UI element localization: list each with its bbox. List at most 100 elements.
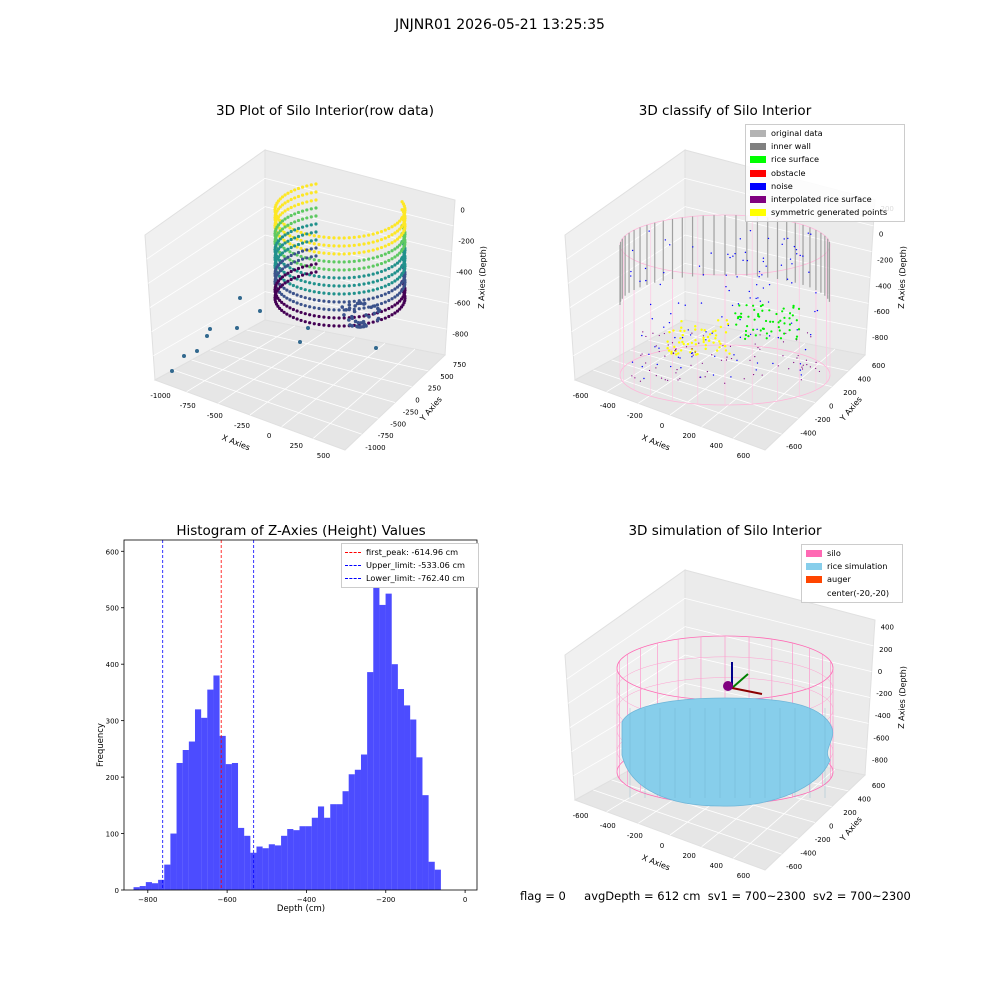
scatter-point (299, 255, 302, 258)
legend-entry: center(-20,-20) (806, 587, 898, 600)
scatter-point (367, 234, 370, 237)
scatter-point (290, 270, 293, 273)
histogram-bar (386, 594, 392, 890)
noise-point (705, 339, 706, 340)
noise-point (790, 258, 791, 259)
scatter-point (283, 233, 286, 236)
y-tick-label: 0 (829, 823, 833, 831)
noise-point (817, 310, 818, 311)
scatter-point (353, 292, 356, 295)
symmetric-point (718, 346, 720, 348)
legend-label: obstacle (771, 168, 806, 178)
scatter-point (348, 268, 351, 271)
scatter-point (384, 316, 387, 319)
interpolated-point (778, 365, 779, 366)
symmetric-point (704, 329, 706, 331)
interpolated-point (806, 364, 807, 365)
scatter-point (308, 281, 311, 284)
histogram-bar (183, 750, 189, 890)
scatter-point (297, 227, 300, 230)
noise-point (663, 272, 664, 273)
scatter-point (393, 279, 396, 282)
scatter-point (283, 217, 286, 220)
scatter-point (283, 193, 286, 196)
x-tick-label: -400 (600, 402, 616, 410)
scatter-point (387, 243, 390, 246)
scatter-point (327, 252, 330, 255)
scatter-point (327, 284, 330, 287)
noise-point (757, 362, 758, 363)
scatter-point (281, 227, 284, 230)
scatter-point (314, 270, 317, 273)
scatter-point (384, 300, 387, 303)
scatter-point (348, 276, 351, 279)
scatter-point (283, 209, 286, 212)
rice-surface-point (789, 329, 791, 331)
noise-point (692, 246, 693, 247)
scatter-point (387, 227, 390, 230)
noise-point (652, 318, 653, 319)
x-tick-label: 250 (290, 442, 303, 450)
symmetric-point (712, 341, 714, 343)
scatter-point (281, 243, 284, 246)
scatter-point (290, 262, 293, 265)
scatter-point (304, 304, 307, 307)
scatter-point (314, 262, 317, 265)
scatter-point (322, 292, 325, 295)
histogram-bar (404, 705, 410, 890)
histogram-legend: first_peak: -614.96 cm Upper_limit: -533.… (341, 543, 479, 588)
scatter-point (343, 276, 346, 279)
scatter-point (372, 232, 375, 235)
noise-point (732, 255, 733, 256)
rice-surface-point (760, 329, 762, 331)
legend-label: Upper_limit: -533.06 cm (366, 560, 465, 570)
scatter-point (322, 324, 325, 327)
histogram-bar (422, 795, 428, 890)
rice-surface-point (796, 319, 798, 321)
symmetric-point (695, 353, 697, 355)
scatter-point (235, 326, 239, 330)
scatter-point (310, 183, 313, 186)
noise-point (701, 302, 702, 303)
y-tick-label: -750 (378, 432, 394, 440)
histogram-bar (373, 585, 379, 890)
scatter-point (304, 320, 307, 323)
scatter-point (322, 308, 325, 311)
scatter-point (367, 282, 370, 285)
scatter-point (337, 268, 340, 271)
noise-point (800, 255, 801, 256)
legend-swatch (750, 143, 766, 150)
legend-swatch (806, 563, 822, 570)
noise-point (734, 253, 735, 254)
scatter-point (286, 232, 289, 235)
symmetric-point (683, 330, 685, 332)
symmetric-point (708, 339, 710, 341)
scatter-point (372, 240, 375, 243)
histogram-ylabel: Frequency (96, 723, 106, 767)
interpolated-point (676, 348, 677, 349)
scatter-point (304, 296, 307, 299)
scatter-point (314, 206, 317, 209)
scatter-point (387, 291, 390, 294)
interpolated-point (801, 367, 802, 368)
scatter-point (343, 284, 346, 287)
interpolated-point (722, 345, 723, 346)
scatter-point (314, 198, 317, 201)
scatter-point (293, 268, 296, 271)
histogram-bar (392, 664, 398, 890)
histogram-bar (416, 757, 422, 890)
interpolated-point (749, 360, 750, 361)
z-tick-label: -200 (458, 237, 474, 245)
scatter-point (305, 224, 308, 227)
scatter-point (367, 298, 370, 301)
scatter-point (304, 288, 307, 291)
z-tick-label: -200 (876, 690, 892, 698)
y-tick-label: 100 (106, 831, 119, 839)
interpolated-point (759, 334, 760, 335)
scatter-point (332, 300, 335, 303)
y-tick-label: 400 (858, 375, 871, 383)
noise-point (732, 305, 733, 306)
noise-point (791, 322, 792, 323)
interpolated-point (726, 356, 727, 357)
interpolated-point (724, 383, 725, 384)
